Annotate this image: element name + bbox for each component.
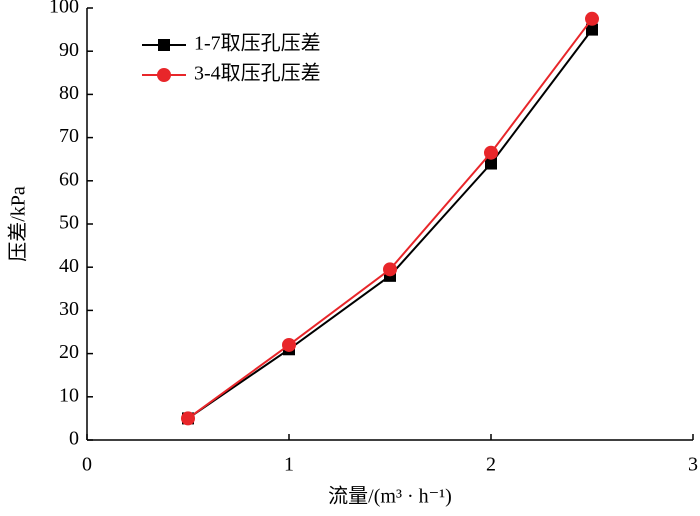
y-tick-label: 0	[69, 428, 79, 450]
y-tick-label: 30	[59, 298, 79, 320]
marker	[282, 337, 296, 352]
y-tick-label: 70	[59, 125, 79, 147]
x-tick-label: 3	[688, 454, 698, 476]
y-tick-label: 40	[59, 255, 79, 277]
x-axis-label: 流量/(m³ · h⁻¹)	[328, 485, 452, 508]
y-axis-label: 压差/kPa	[7, 186, 30, 262]
marker	[484, 145, 498, 160]
marker	[585, 11, 599, 26]
y-tick-label: 90	[59, 39, 79, 61]
legend-label: 3-4取压孔压差	[194, 62, 321, 85]
marker	[181, 411, 195, 426]
x-tick-label: 0	[82, 454, 92, 476]
marker	[383, 262, 397, 277]
y-tick-label: 60	[59, 168, 79, 190]
y-tick-label: 50	[59, 212, 79, 234]
series-line	[187, 28, 593, 420]
y-tick-label: 80	[59, 82, 79, 104]
y-tick-label: 100	[49, 0, 79, 18]
x-tick-label: 1	[284, 454, 294, 476]
marker	[586, 23, 598, 36]
legend-marker	[157, 68, 171, 82]
y-tick-label: 10	[59, 384, 79, 406]
marker	[485, 157, 497, 170]
legend-label: 1-7取压孔压差	[194, 32, 321, 55]
legend-marker	[158, 39, 170, 51]
x-tick-label: 2	[486, 454, 496, 476]
y-tick-label: 20	[59, 341, 79, 363]
